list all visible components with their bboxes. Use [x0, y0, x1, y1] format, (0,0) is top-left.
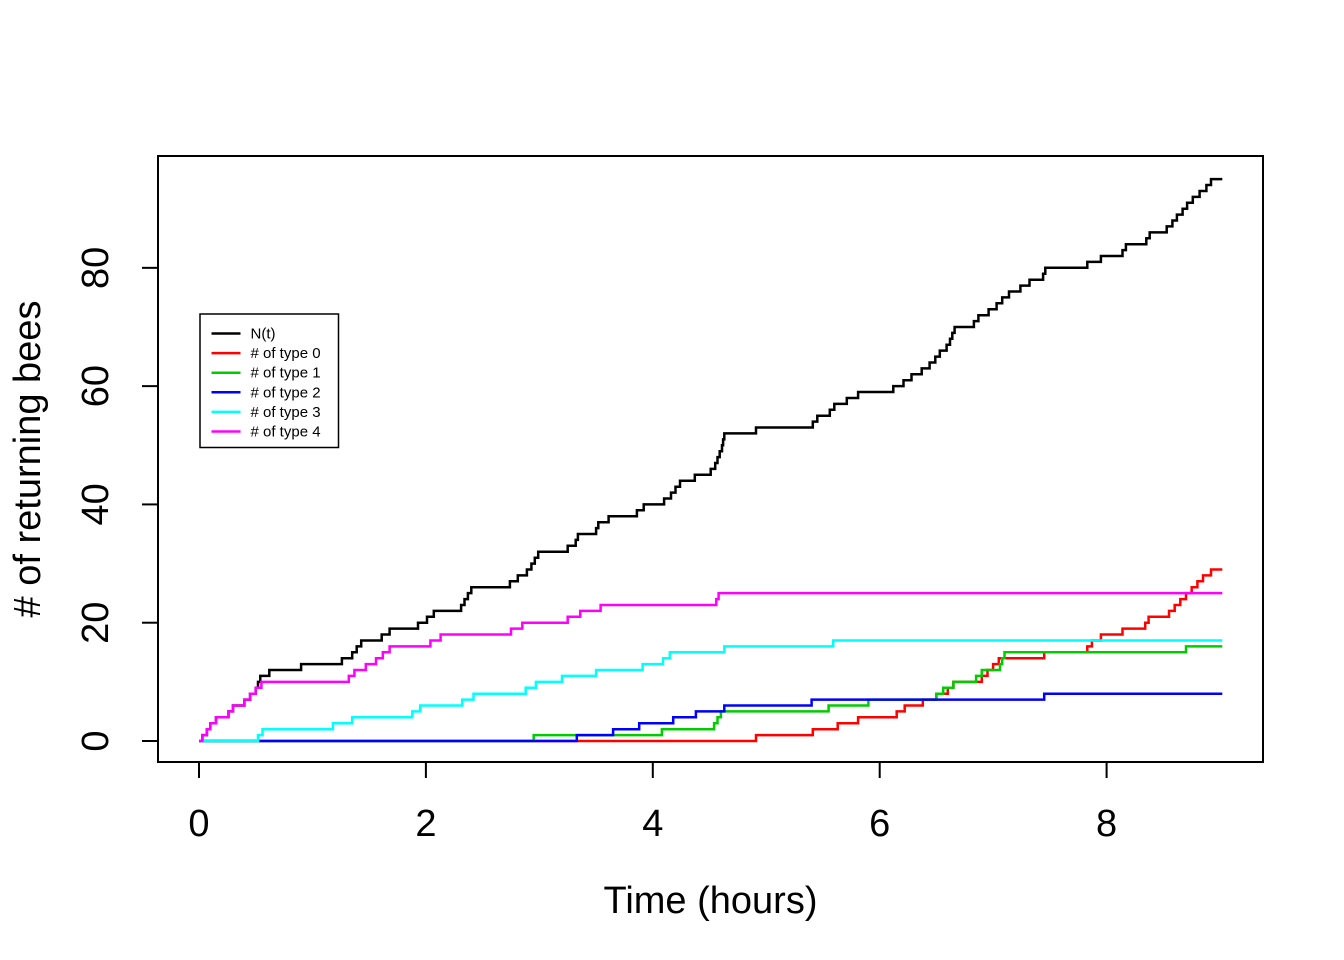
- y-tick-label: 20: [75, 602, 117, 644]
- legend-entry-label: N(t): [251, 326, 276, 343]
- y-tick-label: 0: [75, 730, 117, 751]
- series-line-0: [199, 177, 1223, 743]
- y-tick-label: 40: [75, 483, 117, 525]
- x-tick-label: 2: [415, 803, 436, 845]
- legend-entry-label: # of type 3: [251, 404, 321, 421]
- series-lines: [199, 177, 1223, 743]
- plot-box: [157, 155, 1264, 763]
- legend: N(t) # of type 0 # of type 1 # of type 2 # o…: [199, 313, 340, 449]
- x-axis-label: Time (hours): [604, 880, 818, 922]
- series-line-5: [199, 591, 1223, 743]
- series-line-3: [199, 692, 1223, 743]
- series-line-2: [199, 645, 1223, 743]
- x-tick-label: 8: [1096, 803, 1117, 845]
- series-line-1: [199, 568, 1223, 743]
- legend-entry-label: # of type 0: [251, 345, 321, 362]
- legend-entry-label: # of type 4: [251, 424, 321, 441]
- legend-box: [199, 313, 340, 449]
- legend-entry-label: # of type 2: [251, 384, 321, 401]
- y-axis-label: # of returning bees: [7, 301, 49, 618]
- x-tick-label: 4: [642, 803, 663, 845]
- x-tick-label: 0: [188, 803, 209, 845]
- legend-entry-label: # of type 1: [251, 365, 321, 382]
- series-line-4: [199, 639, 1223, 743]
- y-tick-label: 80: [75, 247, 117, 289]
- x-tick-label: 6: [869, 803, 890, 845]
- y-tick-label: 60: [75, 365, 117, 407]
